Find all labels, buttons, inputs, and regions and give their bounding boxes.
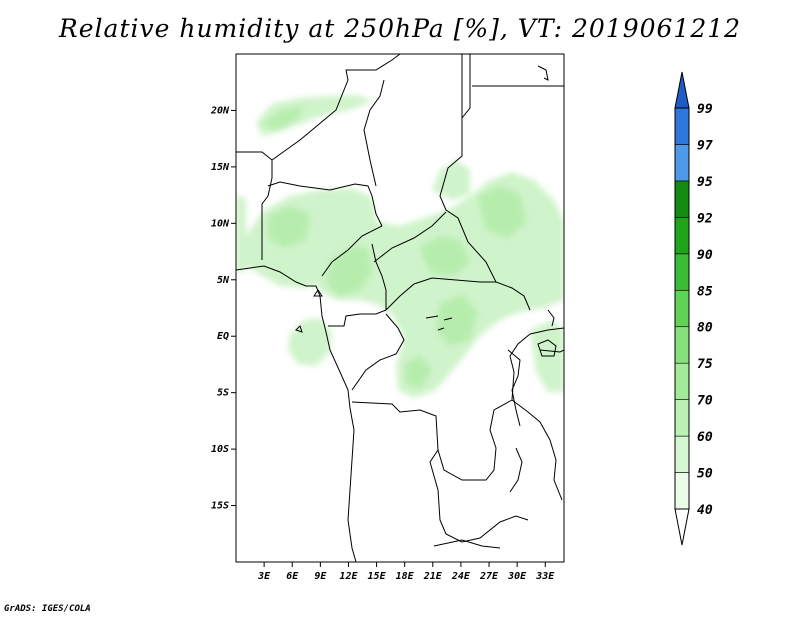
lon-tick-label: 21E	[423, 571, 443, 582]
axis-ticks: 20N 15N 10N 5N EQ 5S 10S 15S 3E 6E 9E 12E 15E 18E 21E 2…	[210, 105, 555, 582]
colorbar-segment	[674, 217, 690, 255]
lon-tick-label: 18E	[396, 571, 415, 582]
colorbar-segment	[674, 289, 690, 328]
lon-tick-label: 6E	[286, 571, 299, 582]
lon-tick-label: 24E	[451, 571, 471, 582]
humid-region-west-edge	[236, 196, 246, 272]
colorbar-label: 80	[697, 321, 713, 336]
colorbar-segment	[674, 144, 690, 182]
colorbar-label: 90	[697, 248, 713, 263]
lon-tick-label: 33E	[535, 571, 555, 582]
map-title: Relative humidity at 250hPa [%], VT: 201…	[58, 14, 742, 43]
lat-tick-label: EQ	[217, 331, 229, 342]
colorbar-segment	[674, 326, 690, 364]
colorbar-segment	[674, 253, 690, 291]
lon-tick-label: 3E	[257, 571, 271, 582]
lon-tick-label: 27E	[479, 571, 499, 582]
colorbar-outline	[674, 107, 690, 510]
lat-tick-label: 10S	[211, 444, 229, 455]
colorbar-label: 85	[697, 284, 713, 299]
colorbar-segment	[674, 508, 690, 546]
humid-region-gabon	[288, 318, 332, 366]
colorbar-segment	[674, 472, 690, 510]
humid-region-sahel	[256, 95, 372, 136]
lon-tick-label: 30E	[507, 571, 527, 582]
colorbar-segment	[674, 362, 690, 400]
colorbar-label: 97	[697, 138, 713, 153]
map-frame	[235, 53, 565, 563]
lat-tick-label: 15N	[211, 162, 230, 173]
colorbar-label: 75	[697, 357, 713, 372]
colorbar-segment	[674, 399, 690, 437]
colorbar-segment	[674, 435, 690, 473]
colorbar-label: 70	[697, 394, 713, 409]
lat-tick-label: 20N	[210, 105, 230, 116]
colorbar: 40 50 60 70 75 80 85 90 92 95 97 99	[674, 71, 713, 546]
colorbar-segment	[674, 71, 690, 109]
colorbar-label: 99	[697, 102, 713, 117]
colorbar-segment	[674, 107, 690, 145]
lat-tick-label: 15S	[211, 501, 229, 512]
country-borders	[236, 54, 564, 562]
lon-tick-label: 15E	[368, 571, 387, 582]
lon-tick-label: 9E	[314, 571, 327, 582]
colorbar-label: 92	[697, 211, 713, 226]
colorbar-label: 95	[697, 175, 713, 190]
grads-credit: GrADS: IGES/COLA	[4, 604, 91, 614]
coastline	[236, 265, 357, 562]
colorbar-segment	[674, 180, 690, 218]
colorbar-label: 40	[697, 503, 713, 518]
colorbar-label: 50	[697, 467, 713, 482]
lat-tick-label: 5N	[217, 275, 230, 286]
humidity-field	[236, 95, 564, 398]
lon-tick-label: 12E	[339, 571, 358, 582]
lat-tick-label: 10N	[211, 218, 230, 229]
lat-tick-label: 5S	[217, 388, 229, 399]
colorbar-label: 60	[697, 430, 713, 445]
